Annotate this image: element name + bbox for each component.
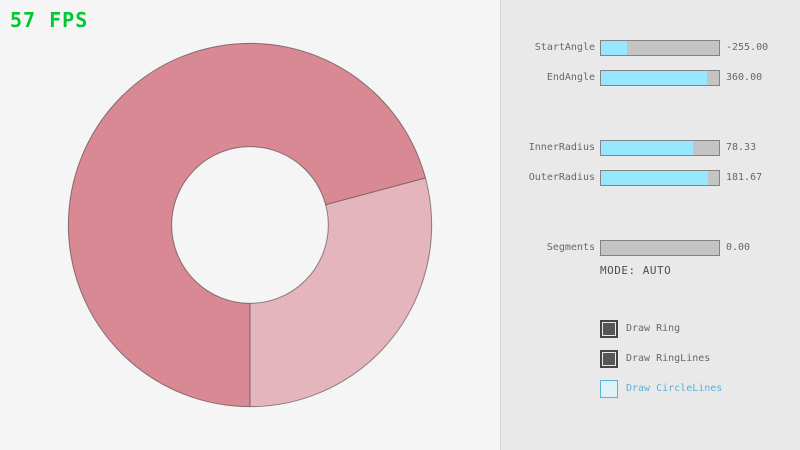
innerradius-label: InnerRadius [528,142,595,153]
draw-ringlines-label: Draw RingLines [626,353,711,364]
mode-status-text: MODE: AUTO [600,264,672,277]
slider-row-outerradius: OuterRadius 181.67 [501,170,800,186]
ring-sector-overlap [68,43,426,407]
startangle-value: -255.00 [726,42,769,53]
slider-row-segments: Segments 0.00 [501,240,800,256]
outerradius-slider-fill [601,171,709,185]
endangle-slider[interactable] [600,70,720,86]
endangle-label: EndAngle [546,72,595,83]
segments-label: Segments [546,242,595,253]
draw-ring-label: Draw Ring [626,323,681,334]
segments-slider[interactable] [600,240,720,256]
ring-inner-outline [171,146,329,304]
controls-panel: StartAngle -255.00 EndAngle 360.00 Inner… [500,0,800,450]
startangle-slider-fill [601,41,627,55]
slider-row-innerradius: InnerRadius 78.33 [501,140,800,156]
draw-circlelines-checkbox-row: Draw CircleLines [600,380,800,398]
draw-ring-checkbox[interactable] [600,320,618,338]
draw-ring-checkbox-row: Draw Ring [600,320,800,338]
endangle-slider-fill [601,71,708,85]
draw-ringlines-checkbox[interactable] [600,350,618,368]
ring-outer-outline [67,42,433,408]
ring-divider-line [325,177,426,206]
outerradius-slider[interactable] [600,170,720,186]
outerradius-value: 181.67 [726,172,763,183]
fps-counter: 57 FPS [10,8,89,32]
draw-circlelines-label: Draw CircleLines [626,383,723,394]
slider-row-startangle: StartAngle -255.00 [501,40,800,56]
startangle-label: StartAngle [534,42,595,53]
endangle-value: 360.00 [726,72,763,83]
draw-ringlines-checkbox-row: Draw RingLines [600,350,800,368]
startangle-slider[interactable] [600,40,720,56]
innerradius-slider[interactable] [600,140,720,156]
segments-value: 0.00 [726,242,751,253]
draw-circlelines-checkbox[interactable] [600,380,618,398]
slider-row-endangle: EndAngle 360.00 [501,70,800,86]
innerradius-slider-fill [601,141,694,155]
innerradius-value: 78.33 [726,142,757,153]
ring-chart [67,42,433,408]
ring-sector-single [250,177,432,407]
outerradius-label: OuterRadius [528,172,595,183]
